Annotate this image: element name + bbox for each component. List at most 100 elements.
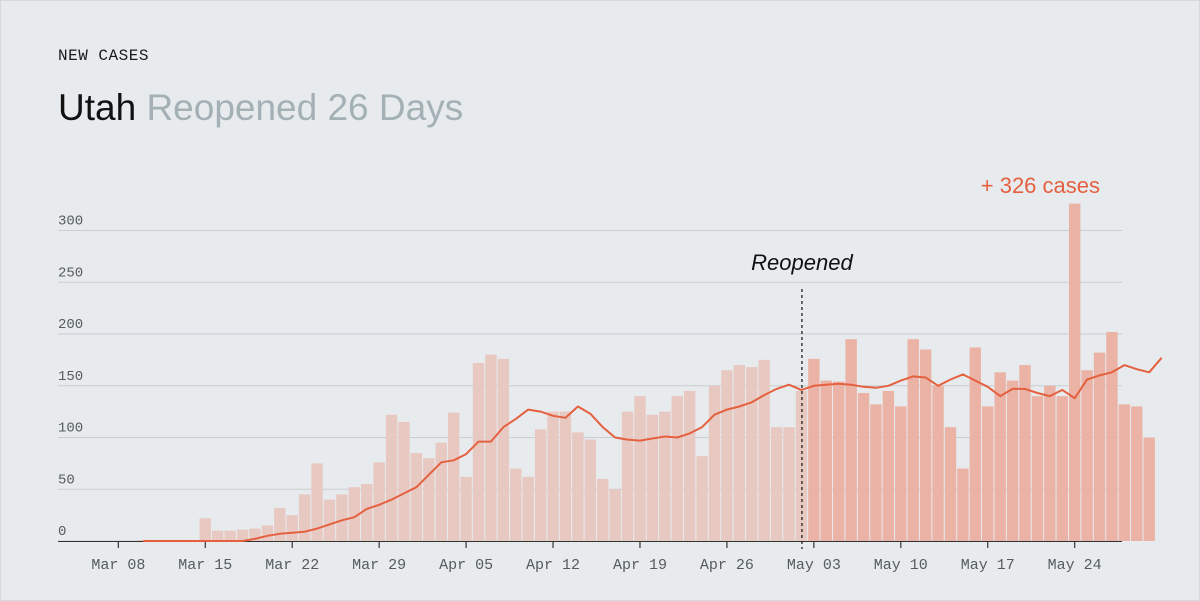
x-tick-label: May 10 — [874, 557, 928, 574]
daily-case-bar — [286, 515, 298, 541]
average-line — [143, 357, 1163, 542]
daily-case-bar — [683, 390, 696, 541]
daily-case-bar — [236, 529, 249, 541]
daily-case-bar — [907, 339, 919, 541]
daily-case-bar — [746, 367, 758, 541]
x-tick-label: Apr 12 — [526, 557, 580, 574]
daily-case-bar — [621, 411, 634, 541]
daily-case-bar — [249, 528, 261, 541]
daily-case-bar — [857, 392, 870, 541]
y-tick-label: 150 — [58, 369, 83, 385]
daily-case-bar — [385, 414, 398, 541]
chart-headline: Utah Reopened 26 Days — [58, 86, 463, 130]
daily-case-bar — [1031, 396, 1044, 541]
annotations: Reopened + 326 cases — [751, 173, 1100, 549]
daily-case-bar — [1081, 370, 1093, 541]
daily-case-bar — [199, 518, 211, 541]
daily-case-bar — [895, 406, 907, 541]
daily-case-bar — [398, 421, 410, 541]
daily-case-bar — [211, 530, 224, 541]
x-tick-label: Apr 05 — [439, 557, 493, 574]
daily-case-bar — [1056, 396, 1068, 541]
daily-case-bar — [708, 385, 721, 541]
daily-case-bar — [609, 489, 621, 541]
daily-case-bar — [957, 468, 969, 541]
bar-series — [137, 203, 1155, 541]
daily-case-bar — [982, 406, 994, 541]
x-tick-label: Mar 22 — [265, 557, 319, 574]
daily-case-bar — [1143, 437, 1155, 541]
y-tick-label: 50 — [58, 472, 75, 488]
daily-case-bar — [994, 372, 1006, 541]
daily-case-bar — [460, 476, 472, 541]
daily-case-bar — [298, 494, 311, 541]
daily-case-bar — [770, 427, 783, 541]
daily-case-bar — [646, 414, 659, 541]
x-tick-label: May 24 — [1048, 557, 1102, 574]
daily-case-bar — [808, 358, 820, 541]
daily-case-bar — [311, 463, 323, 541]
daily-case-bar — [435, 442, 447, 541]
daily-case-bar — [820, 380, 832, 541]
daily-case-bar — [323, 499, 336, 541]
peak-cases-label: + 326 cases — [981, 173, 1100, 198]
daily-case-bar — [584, 439, 597, 541]
daily-case-bar — [733, 365, 746, 541]
daily-case-bar — [671, 396, 683, 541]
daily-case-bar — [522, 476, 534, 541]
y-tick-label: 200 — [58, 317, 83, 333]
daily-case-bar — [944, 427, 957, 541]
daily-case-bar — [597, 478, 609, 541]
x-tick-label: Mar 08 — [91, 557, 145, 574]
daily-case-bar — [783, 427, 795, 541]
daily-case-bar — [1019, 365, 1031, 541]
daily-case-bar — [336, 494, 348, 541]
chart-kicker: NEW CASES — [58, 47, 149, 65]
daily-case-bar — [572, 432, 584, 541]
daily-case-bar — [1118, 404, 1131, 541]
daily-case-bar — [1068, 203, 1081, 541]
daily-case-bar — [510, 468, 522, 541]
daily-case-bar — [721, 370, 733, 541]
daily-case-bar — [1006, 380, 1019, 541]
line-series — [143, 357, 1163, 542]
daily-case-bar — [137, 539, 149, 541]
daily-case-bar — [696, 456, 708, 541]
daily-case-bar — [1131, 406, 1143, 541]
y-tick-label: 100 — [58, 421, 83, 437]
y-tick-label: 250 — [58, 265, 83, 281]
daily-case-bar — [1106, 331, 1118, 541]
daily-case-bar — [932, 385, 944, 541]
x-tick-label: May 03 — [787, 557, 841, 574]
daily-case-bar — [919, 349, 932, 541]
x-tick-label: Apr 19 — [613, 557, 667, 574]
daily-case-bar — [373, 462, 385, 541]
daily-case-bar — [870, 404, 882, 541]
daily-case-bar — [348, 487, 361, 541]
state-name: Utah — [58, 87, 137, 128]
daily-case-bar — [882, 390, 895, 541]
x-tick-label: Mar 15 — [178, 557, 232, 574]
daily-case-bar — [497, 358, 510, 541]
daily-case-bar — [261, 525, 274, 541]
daily-case-bar — [224, 530, 236, 541]
daily-case-bar — [534, 429, 547, 541]
reopened-label: Reopened — [751, 250, 853, 275]
y-tick-label: 300 — [58, 214, 83, 230]
y-axis-labels: 0 50 100 150 200 250 300 — [58, 214, 83, 541]
x-axis: Mar 08 Mar 15 Mar 22 Mar 29 Apr 05 Apr 12 Apr … — [58, 541, 1122, 574]
daily-case-bar — [410, 453, 423, 541]
x-tick-label: Mar 29 — [352, 557, 406, 574]
daily-case-bar — [1093, 352, 1106, 541]
daily-case-bar — [274, 507, 286, 541]
daily-case-bar — [969, 347, 982, 541]
daily-case-bar — [547, 411, 559, 541]
daily-case-bar — [758, 359, 770, 541]
reopened-subtitle: Reopened 26 Days — [146, 87, 464, 128]
x-tick-label: Apr 26 — [700, 557, 754, 574]
daily-case-bar — [447, 412, 460, 541]
x-tick-label: May 17 — [961, 557, 1015, 574]
daily-case-bar — [832, 381, 845, 541]
daily-case-bar — [485, 354, 497, 541]
